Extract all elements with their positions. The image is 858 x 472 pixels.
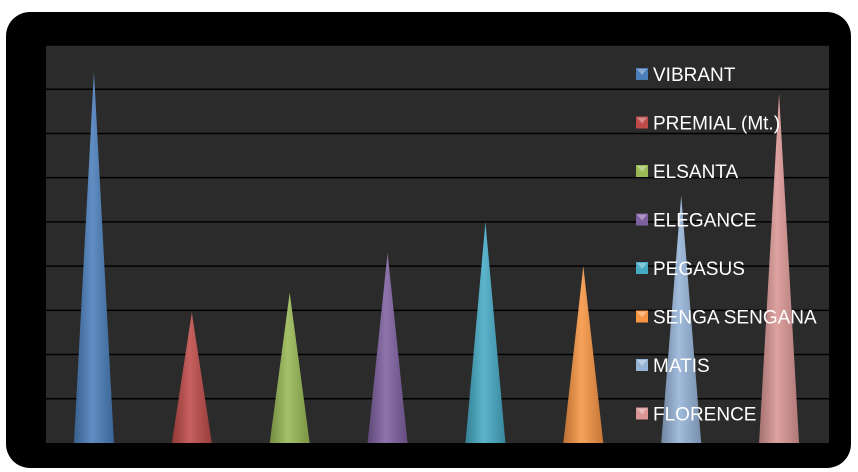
legend-item: PREMIAL (Mt.) bbox=[636, 114, 780, 135]
legend-label: MATIS bbox=[653, 356, 710, 377]
legend-swatch-highlight bbox=[637, 311, 647, 318]
legend-label: ELEGANCE bbox=[653, 211, 756, 232]
bar-elegance bbox=[367, 252, 408, 443]
bar-florence bbox=[759, 93, 800, 444]
bar-senga-sengana bbox=[563, 266, 604, 443]
legend-swatch-highlight bbox=[637, 117, 647, 124]
legend-label: FLORENCE bbox=[653, 405, 756, 426]
legend-item: ELEGANCE bbox=[636, 211, 756, 232]
gridlines bbox=[46, 44, 829, 400]
bar-vibrant bbox=[73, 71, 114, 444]
legend-label: VIBRANT bbox=[653, 65, 736, 86]
legend-swatch-highlight bbox=[637, 214, 647, 221]
legend-label: SENGA SENGANA bbox=[653, 308, 817, 329]
legend-label: ELSANTA bbox=[653, 162, 739, 183]
bar-elsanta bbox=[269, 292, 310, 443]
legend-item: ELSANTA bbox=[636, 162, 739, 183]
legend-item: VIBRANT bbox=[636, 65, 736, 86]
bar-pegasus bbox=[465, 221, 506, 443]
legend-swatch-highlight bbox=[637, 408, 647, 415]
plot-area bbox=[46, 45, 829, 443]
legend-item: FLORENCE bbox=[636, 405, 756, 426]
legend-swatch-highlight bbox=[637, 360, 647, 366]
legend-label: PEGASUS bbox=[653, 259, 745, 280]
legend-label: PREMIAL (Mt.) bbox=[653, 114, 780, 135]
legend-swatch-highlight bbox=[637, 69, 647, 75]
bar-premial-mt bbox=[171, 312, 212, 443]
legend: VIBRANT PREMIAL (Mt.) ELSANTA ELEGANCE PEGAS… bbox=[636, 65, 817, 426]
legend-item: MATIS bbox=[636, 356, 710, 377]
bars bbox=[73, 71, 800, 444]
legend-swatch-highlight bbox=[637, 263, 647, 269]
legend-swatch-highlight bbox=[637, 166, 647, 172]
legend-item: PEGASUS bbox=[636, 259, 745, 280]
legend-item: SENGA SENGANA bbox=[636, 308, 817, 329]
bar-matis bbox=[661, 195, 702, 443]
